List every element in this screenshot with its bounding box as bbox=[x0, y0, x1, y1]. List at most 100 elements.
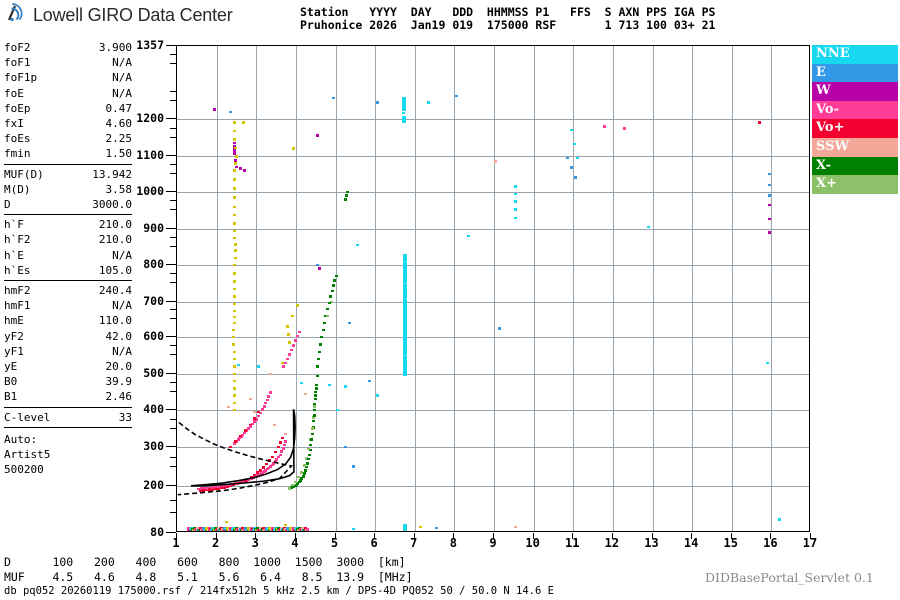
divider bbox=[4, 214, 132, 216]
ionogram-plot[interactable] bbox=[176, 45, 810, 532]
y-tick-label: 1200 bbox=[136, 111, 164, 125]
data-point bbox=[294, 480, 298, 484]
legend-item-vo[interactable]: Vo- bbox=[812, 100, 898, 120]
data-point bbox=[232, 315, 236, 319]
data-point bbox=[258, 469, 262, 472]
data-point bbox=[310, 438, 314, 441]
y-tick-major bbox=[166, 228, 176, 229]
data-point bbox=[265, 467, 269, 471]
legend-item-w[interactable]: W bbox=[812, 82, 898, 101]
brand-logo: Lowell GIRO Data Center bbox=[6, 3, 233, 27]
y-tick-major bbox=[166, 409, 176, 410]
data-point bbox=[311, 416, 315, 419]
data-point bbox=[316, 365, 320, 368]
data-point bbox=[304, 392, 308, 396]
data-point bbox=[403, 260, 407, 263]
data-point bbox=[402, 291, 407, 299]
data-point bbox=[232, 350, 236, 354]
data-point bbox=[247, 527, 251, 530]
y-tick-minor bbox=[170, 500, 176, 501]
direction-legend[interactable]: NNE E W Vo- Vo+ SSW X- X+ bbox=[812, 45, 898, 194]
data-point bbox=[402, 254, 407, 262]
y-tick-major bbox=[166, 485, 176, 486]
data-point bbox=[402, 111, 406, 115]
gridline-horizontal bbox=[177, 337, 809, 338]
data-point bbox=[313, 403, 317, 406]
param-value: N/A bbox=[112, 248, 132, 262]
data-point bbox=[319, 343, 323, 346]
divider bbox=[4, 163, 132, 165]
data-point bbox=[402, 283, 407, 291]
data-point bbox=[402, 326, 407, 334]
gridline-vertical bbox=[454, 46, 456, 531]
data-point bbox=[647, 225, 651, 229]
legend-item-nne[interactable]: NNE bbox=[812, 45, 898, 64]
data-point bbox=[267, 466, 271, 470]
param-group-muf: MUF(D) 13.942 M(D) 3.58 D 3000.0 bbox=[4, 167, 132, 213]
data-point bbox=[210, 486, 214, 489]
x-tick bbox=[611, 533, 613, 539]
param-value: 0.47 bbox=[105, 101, 133, 115]
data-point bbox=[291, 485, 295, 489]
data-point bbox=[273, 460, 277, 463]
data-point bbox=[250, 422, 254, 426]
data-point bbox=[367, 379, 371, 383]
x-tick-label: 2 bbox=[212, 536, 220, 550]
legend-item-ssw[interactable]: SSW bbox=[812, 137, 898, 157]
data-point bbox=[246, 427, 250, 430]
muf-row: MUF 4.5 4.6 4.8 5.1 5.6 6.4 8.5 13.9 [MH… bbox=[4, 570, 413, 584]
gridline-horizontal bbox=[177, 486, 809, 487]
param-row: yE 20.0 bbox=[4, 359, 132, 374]
legend-item-e[interactable]: E bbox=[812, 63, 898, 83]
data-point bbox=[267, 395, 271, 398]
data-point bbox=[403, 289, 407, 293]
y-tick-label: 1100 bbox=[136, 148, 164, 162]
data-point bbox=[402, 319, 407, 327]
legend-item-x[interactable]: X+ bbox=[812, 175, 898, 194]
data-point bbox=[569, 128, 573, 132]
data-point bbox=[232, 129, 236, 133]
param-group-frequencies: foF2 3.900 foF1 N/A foF1p N/A foE N/A foEp 0.… bbox=[4, 40, 132, 162]
data-point bbox=[402, 276, 407, 284]
database-source-line: db pq052 20260119 175000.rsf / 214fx512h… bbox=[4, 585, 554, 597]
divider bbox=[4, 426, 132, 428]
data-point bbox=[301, 527, 305, 530]
data-point bbox=[355, 243, 359, 247]
data-point bbox=[256, 527, 260, 530]
data-point bbox=[302, 472, 306, 475]
data-point bbox=[236, 438, 240, 441]
data-point bbox=[307, 453, 311, 457]
distance-row: D 100 200 400 600 800 1000 1500 3000 [km… bbox=[4, 555, 406, 569]
param-row: foEs 2.25 bbox=[4, 131, 132, 146]
y-tick-minor bbox=[170, 382, 176, 383]
y-tick-label: 600 bbox=[143, 329, 164, 343]
legend-item-x[interactable]: X- bbox=[812, 156, 898, 176]
station-header-labels: Station YYYY DAY DDD HHMMSS P1 FFS S AXN… bbox=[300, 5, 716, 19]
data-point bbox=[232, 394, 236, 397]
param-key: yF2 bbox=[4, 329, 24, 343]
data-point bbox=[213, 108, 217, 111]
param-row: hmF1 N/A bbox=[4, 298, 132, 313]
data-point bbox=[343, 445, 347, 449]
data-point bbox=[314, 390, 318, 394]
param-row: h`F2 210.0 bbox=[4, 232, 132, 247]
data-point bbox=[238, 436, 242, 440]
data-point bbox=[318, 267, 322, 270]
data-point bbox=[277, 527, 281, 530]
data-point bbox=[232, 379, 236, 383]
data-point bbox=[270, 463, 274, 467]
data-point bbox=[232, 321, 236, 325]
data-point bbox=[314, 383, 318, 387]
y-tick-minor bbox=[170, 428, 176, 429]
data-point bbox=[286, 527, 290, 530]
gridline-horizontal bbox=[177, 447, 809, 448]
data-point bbox=[232, 144, 236, 148]
legend-item-vo[interactable]: Vo+ bbox=[812, 119, 898, 138]
data-point bbox=[234, 165, 238, 169]
data-point bbox=[466, 234, 470, 238]
data-point bbox=[286, 357, 290, 361]
x-tick bbox=[532, 533, 534, 539]
param-key: hmF1 bbox=[4, 299, 31, 313]
data-point bbox=[312, 405, 316, 408]
data-point bbox=[333, 279, 337, 282]
